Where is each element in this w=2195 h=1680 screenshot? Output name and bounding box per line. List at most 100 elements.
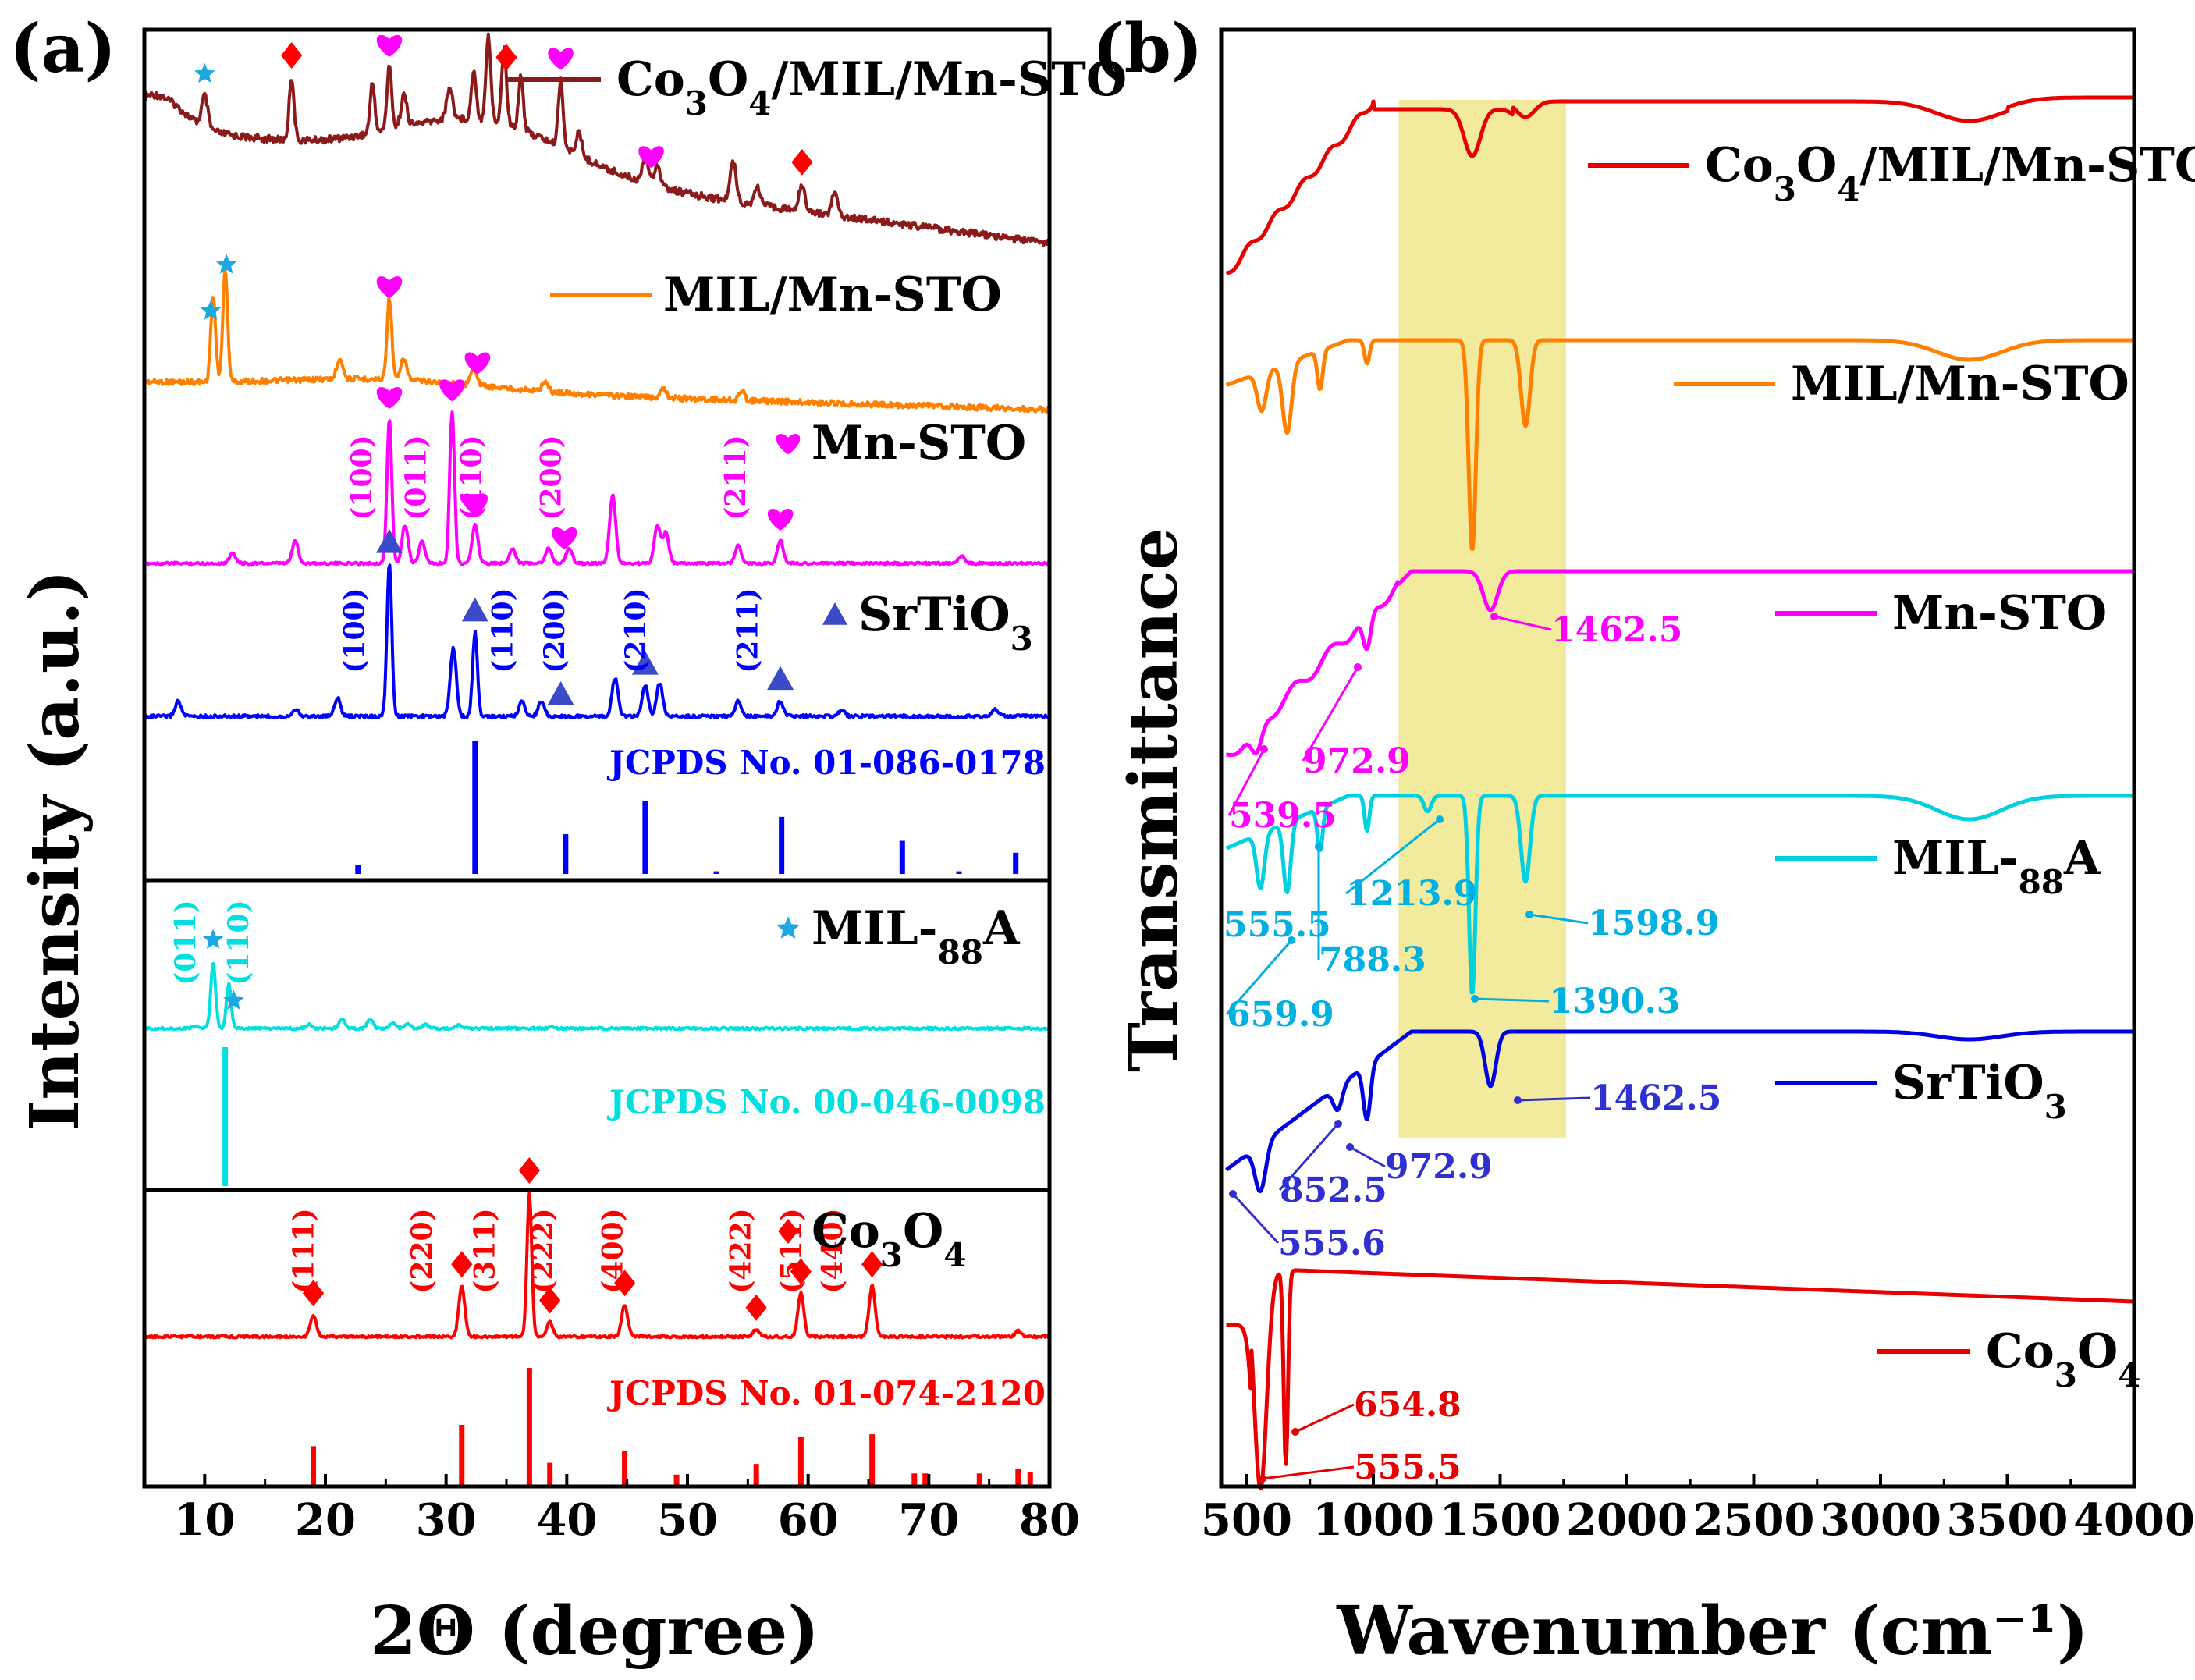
legend-marker-triangle xyxy=(822,602,847,625)
miller-index-label: (011) xyxy=(400,435,432,520)
annotation-arrow xyxy=(1231,1192,1280,1245)
xrd-series-mn-sto: (100) (011) (110) (200) (211) Mn-STO xyxy=(144,379,1051,567)
peak-marker-triangle xyxy=(767,666,794,691)
legend-label-srtio3: SrTiO3 xyxy=(858,588,1033,658)
miller-index-label: (422) xyxy=(724,1208,757,1293)
xrd-pattern-line xyxy=(144,563,1051,719)
miller-index-label: (311) xyxy=(469,1208,502,1293)
miller-index-label: (011) xyxy=(169,900,202,985)
legend-label-co3o4-mil-mn-sto: Co3O4/MIL/Mn-STO xyxy=(616,52,1127,123)
peak-marker-star xyxy=(194,62,215,83)
peak-annotation: 1462.5 xyxy=(1551,610,1682,650)
panel-b-y-axis-title: Transmittance xyxy=(1114,527,1193,1072)
miller-index-label: (211) xyxy=(732,588,765,673)
peak-marker-heart xyxy=(638,146,664,169)
panel-a-label: (a) xyxy=(9,9,116,88)
x-tick-label: 3000 xyxy=(1820,1494,1941,1546)
miller-index-label: (440) xyxy=(816,1208,849,1293)
xrd-series-srtio3: (100) (110) (200) (210) (211) SrTiO3 xyxy=(144,529,1051,719)
peak-marker-diamond xyxy=(281,42,303,69)
peak-marker-diamond xyxy=(790,1258,812,1285)
peak-marker-heart xyxy=(552,527,577,550)
peak-annotation: 972.9 xyxy=(1303,741,1411,781)
xrd-series-mil-88a: (011) (110) MIL-88A xyxy=(144,900,1050,1032)
legend-label-co3o4: Co3O4 xyxy=(812,1204,967,1274)
peak-marker-heart xyxy=(464,352,491,375)
miller-index-label: (100) xyxy=(339,588,371,673)
annotation-arrowhead xyxy=(1514,1096,1522,1104)
legend-marker-star xyxy=(776,916,801,939)
legend-label-mil-mn-sto: MIL/Mn-STO xyxy=(663,268,1002,322)
x-tick-label: 2500 xyxy=(1693,1494,1815,1546)
annotation-arrowhead xyxy=(1334,1120,1342,1128)
annotation-arrow xyxy=(1302,666,1359,762)
annotation-arrow xyxy=(1529,913,1589,925)
peak-marker-diamond xyxy=(451,1251,473,1278)
annotation-arrowhead xyxy=(1346,1143,1354,1151)
xrd-pattern-line xyxy=(144,410,1051,567)
miller-index-label: (220) xyxy=(406,1208,439,1293)
ftir-series-mil-mn-sto: MIL/Mn-STO xyxy=(1225,338,2136,551)
peak-annotation: 555.5 xyxy=(1354,1447,1462,1487)
panel-b-plot-frame xyxy=(1219,27,2136,1489)
x-tick-label: 3500 xyxy=(1947,1494,2069,1546)
annotation-arrow xyxy=(1278,1123,1340,1191)
jcpds-label-jcpds-no-00-046-0098: JCPDS No. 00-046-0098 xyxy=(606,1083,1046,1121)
annotation-arrowhead xyxy=(1259,1475,1266,1483)
legend-label-mil-mn-sto: MIL/Mn-STO xyxy=(1791,357,2129,411)
legend-label-mn-sto: Mn-STO xyxy=(1892,586,2107,641)
miller-index-label: (511) xyxy=(775,1208,808,1293)
miller-index-label: (222) xyxy=(527,1208,559,1293)
peak-annotation: 852.5 xyxy=(1280,1170,1387,1210)
annotation-arrowhead xyxy=(1229,1190,1237,1198)
xrd-series-jcpds-no-01-074-2120: JCPDS No. 01-074-2120 xyxy=(311,1368,1046,1486)
peak-marker-heart xyxy=(376,386,403,410)
peak-marker-triangle xyxy=(461,597,488,622)
jcpds-label-jcpds-no-01-086-0178: JCPDS No. 01-086-0178 xyxy=(606,744,1046,782)
x-tick-label: 30 xyxy=(416,1494,477,1546)
miller-index-label: (211) xyxy=(719,435,752,520)
peak-marker-triangle xyxy=(631,650,659,675)
x-tick-label: 50 xyxy=(657,1494,718,1546)
peak-marker-diamond xyxy=(745,1294,767,1321)
x-tick-label: 4000 xyxy=(2073,1494,2195,1546)
miller-index-label: (110) xyxy=(222,900,255,985)
ftir-series-mil-88a: MIL-88A xyxy=(1225,794,2136,995)
annotation-arrow xyxy=(1494,615,1552,631)
annotation-arrowhead xyxy=(1315,843,1323,851)
ftir-series-co3o4: Co3O4 xyxy=(1225,1268,2141,1491)
peak-annotation: 1213.9 xyxy=(1346,874,1477,914)
legend-marker-heart xyxy=(776,433,801,455)
legend-label-mil-88a: MIL-88A xyxy=(812,901,1021,971)
annotation-arrowhead xyxy=(1525,911,1533,918)
ftir-spectrum-line xyxy=(1225,95,2136,275)
legend-label-mn-sto: Mn-STO xyxy=(812,416,1026,471)
peak-annotation: 1462.5 xyxy=(1590,1078,1721,1118)
xrd-series-co3o4-mil-mn-sto: Co3O4/MIL/Mn-STO xyxy=(143,32,1127,247)
peak-annotation: 555.6 xyxy=(1278,1224,1386,1263)
peak-annotation: 1598.9 xyxy=(1588,904,1719,943)
peak-annotation: 788.3 xyxy=(1319,940,1426,980)
miller-index-label: (200) xyxy=(538,588,571,673)
miller-index-label: (100) xyxy=(346,435,378,520)
x-tick-label: 60 xyxy=(778,1494,839,1546)
x-tick-label: 1500 xyxy=(1440,1494,1561,1546)
xrd-series-mil-mn-sto: MIL/Mn-STO xyxy=(143,254,1051,414)
annotation-arrowhead xyxy=(1490,613,1498,620)
annotation-arrow xyxy=(1349,1145,1386,1168)
xrd-pattern-line xyxy=(144,1190,1051,1340)
ftir-series-mn-sto: Mn-STO xyxy=(1225,569,2136,757)
legend-label-co3o4: Co3O4 xyxy=(1986,1324,2141,1394)
x-tick-label: 500 xyxy=(1201,1494,1292,1546)
peak-annotation: 555.5 xyxy=(1224,905,1331,945)
peak-marker-diamond xyxy=(791,148,813,176)
peak-marker-heart xyxy=(439,379,465,402)
panel-b-label: (b) xyxy=(1092,9,1203,88)
ftir-spectrum-line xyxy=(1225,338,2136,551)
annotation-arrowhead xyxy=(1288,936,1295,944)
peak-marker-star xyxy=(215,254,237,274)
panel-b: (b) Transmittance Wavenumber (cm⁻¹) Co3O… xyxy=(1092,9,2195,1671)
x-tick-label: 10 xyxy=(174,1494,235,1546)
peak-marker-triangle xyxy=(375,529,403,553)
